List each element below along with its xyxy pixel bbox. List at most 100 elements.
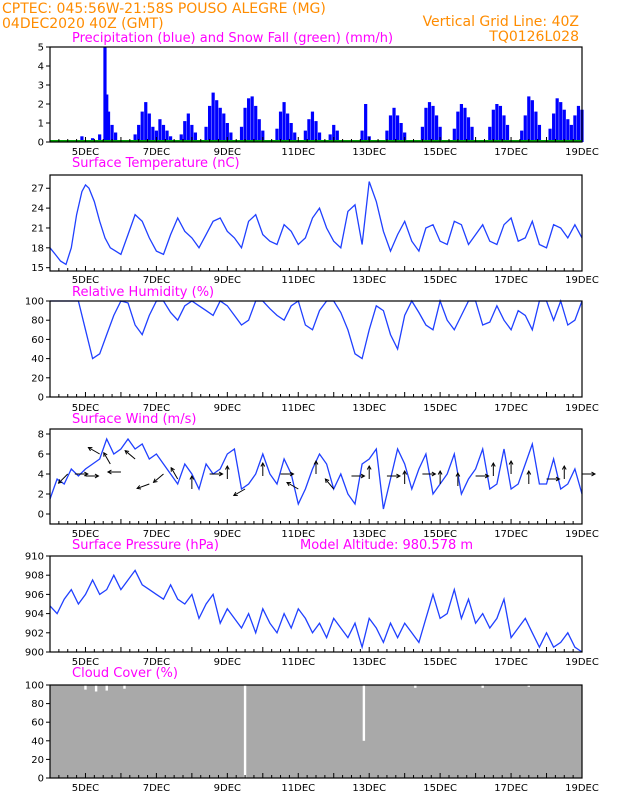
precipitation-panel: Precipitation (blue) and Snow Fall (gree…: [38, 31, 599, 158]
precip-bar: [317, 132, 322, 142]
precip-bar: [399, 123, 403, 142]
wind-arrow: [152, 473, 164, 484]
x-tick-label: 15DEC: [423, 275, 457, 286]
cloud-gap: [123, 685, 126, 689]
precip-bar: [137, 124, 141, 142]
precip-bar: [388, 115, 393, 142]
wind-arrow: [170, 466, 179, 480]
wind-arrow: [189, 474, 195, 489]
x-tick-label: 15DEC: [423, 147, 457, 158]
precip-bar: [147, 113, 151, 142]
precip-bar: [179, 134, 183, 142]
x-tick-label: 7DEC: [143, 783, 170, 794]
wind-arrow: [546, 476, 561, 482]
y-tick-label: 20: [31, 755, 44, 766]
precip-bar: [303, 130, 307, 142]
precip-bar: [459, 104, 464, 142]
cloud-gap: [94, 685, 98, 692]
precip-bar: [158, 119, 162, 142]
x-tick-label: 11DEC: [281, 403, 315, 414]
y-tick-label: 904: [25, 609, 44, 620]
precip-bar: [254, 105, 258, 142]
wind-arrow: [224, 464, 230, 479]
y-tick-label: 2: [38, 100, 44, 111]
x-tick-label: 9DEC: [214, 783, 241, 794]
precip-bar: [328, 134, 332, 142]
precip-bar: [165, 130, 169, 142]
y-tick-label: 4: [38, 470, 44, 481]
x-tick-label: 11DEC: [281, 275, 315, 286]
precip-bar: [537, 124, 542, 142]
precip-bar: [559, 102, 563, 142]
header-grid-line: Vertical Grid Line: 40Z: [423, 14, 579, 30]
precip-bar: [420, 126, 424, 142]
cloud-cover-panel: Cloud Cover (%) 0 20 40 60 80 100 5DEC 7DEC 9DEC 1…: [25, 666, 599, 794]
x-tick-label: 11DEC: [281, 783, 315, 794]
x-tick-label: 17DEC: [494, 147, 528, 158]
y-tick-label: 0: [38, 393, 44, 404]
x-tick-label: 19DEC: [565, 403, 599, 414]
wind-arrow: [402, 469, 408, 484]
cloud-gap: [362, 685, 366, 741]
humidity-panel: Relative Humidity (%) 0 20 40 60 80 100 5DEC 7DE…: [25, 285, 599, 414]
precip-bar: [275, 128, 279, 142]
pressure-annotation: Model Altitude: 980.578 m: [300, 538, 473, 553]
x-tick-label: 13DEC: [352, 403, 386, 414]
precip-bar: [215, 100, 219, 142]
precip-bar: [395, 115, 400, 142]
y-tick-label: 40: [31, 736, 44, 747]
x-tick-label: 19DEC: [565, 147, 599, 158]
precip-bar: [502, 115, 506, 142]
precip-bar: [211, 92, 215, 142]
y-tick-label: 40: [31, 354, 44, 365]
y-tick-label: 3: [38, 81, 44, 92]
precip-bar: [385, 130, 389, 142]
cloud-area: [50, 685, 582, 778]
x-tick-label: 7DEC: [143, 275, 170, 286]
x-tick-label: 13DEC: [352, 147, 386, 158]
precip-bar: [186, 113, 190, 142]
precip-bar: [434, 115, 439, 142]
precip-bar: [456, 111, 460, 142]
wind-arrow: [74, 471, 89, 477]
precip-bar: [103, 47, 107, 142]
precip-bar: [293, 132, 297, 142]
precip-bar: [427, 102, 432, 142]
wind-arrow: [366, 464, 372, 479]
x-tick-label: 9DEC: [214, 403, 241, 414]
precip-bar: [548, 128, 552, 142]
precip-bar: [310, 111, 315, 142]
x-tick-label: 11DEC: [281, 657, 315, 668]
precip-bar: [438, 126, 442, 142]
precip-bar: [243, 107, 247, 142]
x-tick-label: 5DEC: [72, 657, 99, 668]
precip-bar: [523, 115, 527, 142]
x-tick-label: 13DEC: [352, 529, 386, 540]
temperature-frame: [49, 174, 583, 272]
precip-bar: [452, 128, 456, 142]
wind-arrow: [106, 469, 121, 475]
y-tick-label: 20: [31, 373, 44, 384]
x-tick-label: 13DEC: [352, 657, 386, 668]
y-tick-label: 80: [31, 699, 44, 710]
wind-frame: [49, 428, 583, 525]
precip-bar: [498, 105, 503, 142]
y-tick-label: 27: [31, 184, 44, 195]
precip-bar: [105, 94, 109, 142]
precip-bar: [190, 124, 194, 142]
x-tick-label: 7DEC: [143, 529, 170, 540]
wind-arrow: [582, 471, 597, 477]
precip-bar: [208, 105, 212, 142]
precip-bar: [463, 107, 467, 142]
wind-arrow: [490, 461, 496, 476]
y-tick-label: 8: [38, 430, 44, 441]
y-tick-label: 900: [25, 648, 44, 659]
temperature-title: Surface Temperature (nC): [72, 156, 240, 171]
x-tick-label: 17DEC: [494, 529, 528, 540]
x-tick-label: 19DEC: [565, 275, 599, 286]
x-tick-label: 7DEC: [143, 657, 170, 668]
precip-bar: [106, 111, 111, 142]
precip-bar: [282, 102, 286, 142]
precip-bar: [204, 126, 208, 142]
x-tick-label: 19DEC: [565, 657, 599, 668]
